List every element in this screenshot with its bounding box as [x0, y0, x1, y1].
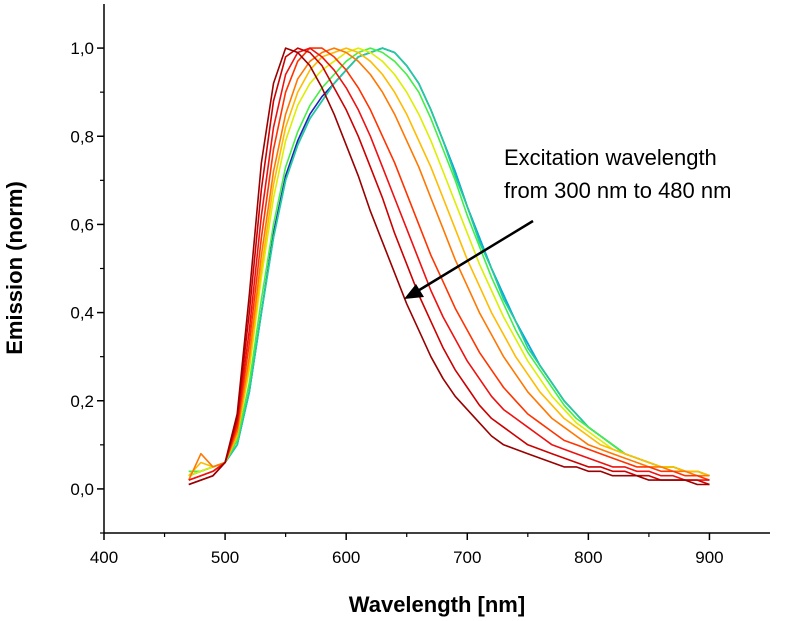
- y-tick-label: 0,4: [70, 304, 94, 323]
- series-line-7: [188, 47, 710, 481]
- series-line-11: [188, 47, 710, 486]
- x-tick-label: 500: [211, 548, 239, 567]
- annotation-line-1: Excitation wavelength: [504, 145, 717, 170]
- x-tick-label: 400: [90, 548, 118, 567]
- series-line-6: [188, 47, 710, 477]
- y-tick-label: 0,8: [70, 127, 94, 146]
- annotation-arrow-shaft: [415, 219, 534, 294]
- y-tick-label: 0,2: [70, 392, 94, 411]
- annotation-arrow-head: [404, 284, 424, 299]
- x-tick-label: 700: [453, 548, 481, 567]
- series-line-9: [188, 47, 710, 481]
- x-tick-label: 900: [695, 548, 723, 567]
- series-layer: [188, 47, 710, 486]
- ticks-layer: 400 500 600 700 800 900 0,0 0,2 0,4 0,6 0,8 1,0: [70, 39, 723, 567]
- x-axis-title: Wavelength [nm]: [349, 592, 525, 617]
- x-tick-label: 800: [574, 548, 602, 567]
- annotation-line-2: from 300 nm to 480 nm: [504, 178, 731, 203]
- y-tick-label: 0,6: [70, 215, 94, 234]
- y-axis-title: Emission (norm): [2, 181, 27, 355]
- series-line-10: [188, 47, 710, 486]
- y-tick-label: 1,0: [70, 39, 94, 58]
- series-line-4: [188, 47, 710, 477]
- series-line-8: [188, 47, 710, 481]
- annotation: Excitation wavelength from 300 nm to 480…: [404, 145, 731, 299]
- x-tick-label: 600: [332, 548, 360, 567]
- y-tick-label: 0,0: [70, 480, 94, 499]
